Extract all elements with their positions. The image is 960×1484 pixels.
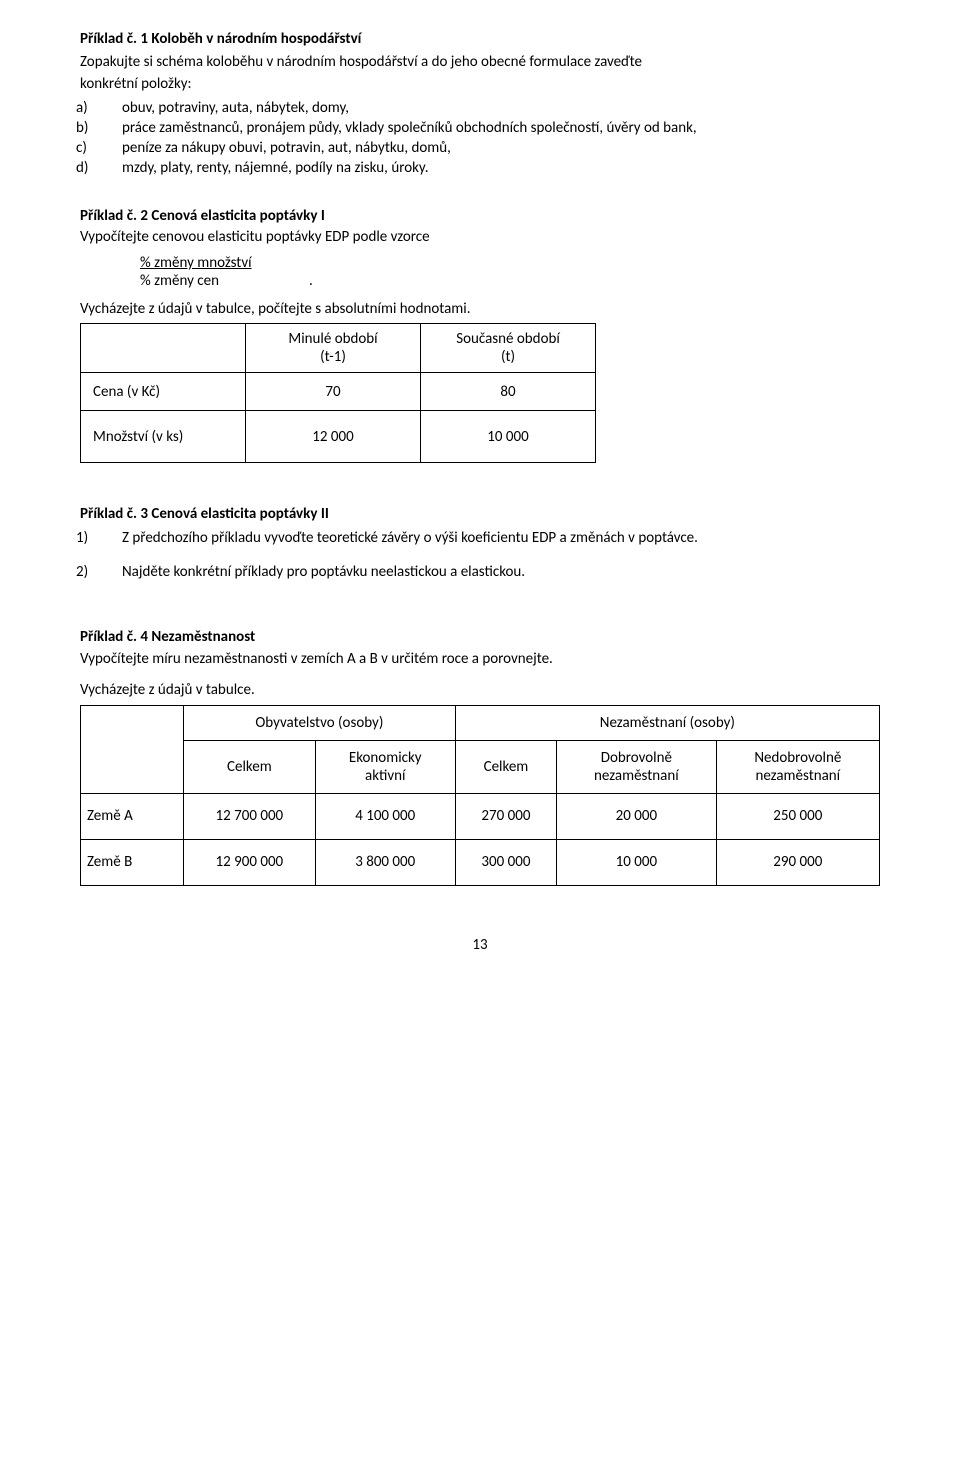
table-row: Minulé období (t-1) Současné období (t)	[81, 324, 596, 373]
ex1-list: a)obuv, potraviny, auta, nábytek, domy, …	[80, 98, 880, 179]
list-item: 2)Najděte konkrétní příklady pro poptávk…	[80, 562, 880, 582]
list-letter: a)	[100, 98, 122, 118]
table-row: Země B 12 900 000 3 800 000 300 000 10 0…	[81, 839, 880, 885]
sub-header-voluntary: Dobrovolně nezaměstnaní	[557, 740, 717, 793]
col-header-current: Současné období (t)	[421, 324, 596, 373]
group-header-unemployed: Nezaměstnaní (osoby)	[455, 705, 879, 740]
page-number: 13	[80, 936, 880, 954]
table-empty-cell	[81, 324, 246, 373]
formula-bottom-row: % změny cen.	[140, 272, 880, 290]
list-item: b)práce zaměstnanců, pronájem půdy, vkla…	[80, 118, 880, 138]
example-4: Příklad č. 4 Nezaměstnanost Vypočítejte …	[80, 628, 880, 886]
ex1-title: Příklad č. 1 Koloběh v národním hospodář…	[80, 30, 880, 50]
sub-header-line2: nezaměstnaní	[755, 767, 840, 785]
cell-value: 300 000	[455, 839, 556, 885]
sub-header-involuntary: Nedobrovolně nezaměstnaní	[716, 740, 879, 793]
sub-header-total2: Celkem	[455, 740, 556, 793]
row-label-qty: Množství (v ks)	[81, 411, 246, 463]
sub-header-line2: aktivní	[365, 767, 405, 785]
ex3-list: 1)Z předchozího příkladu vyvoďte teoreti…	[80, 528, 880, 583]
ex4-intro: Vypočítejte míru nezaměstnanosti v zemíc…	[80, 650, 880, 670]
cell-value: 10 000	[421, 411, 596, 463]
example-2: Příklad č. 2 Cenová elasticita poptávky …	[80, 207, 880, 464]
table-empty-cell	[81, 705, 184, 793]
list-text: peníze za nákupy obuvi, potravin, aut, n…	[122, 139, 451, 157]
table-row: Země A 12 700 000 4 100 000 270 000 20 0…	[81, 793, 880, 839]
sub-header-total1: Celkem	[184, 740, 316, 793]
cell-value: 20 000	[557, 793, 717, 839]
ex4-table: Obyvatelstvo (osoby) Nezaměstnaní (osoby…	[80, 705, 880, 886]
ex2-note: Vycházejte z údajů v tabulce, počítejte …	[80, 300, 880, 320]
table-row: Cena (v Kč) 70 80	[81, 373, 596, 411]
list-text: obuv, potraviny, auta, nábytek, domy,	[122, 99, 349, 117]
list-letter: c)	[100, 138, 122, 158]
col-header-line1: Minulé období	[288, 330, 377, 348]
sub-header-line2: nezaměstnaní	[594, 767, 679, 785]
cell-value: 70	[246, 373, 421, 411]
document-page: Příklad č. 1 Koloběh v národním hospodář…	[40, 0, 920, 994]
cell-value: 12 700 000	[184, 793, 316, 839]
list-item: c)peníze za nákupy obuvi, potravin, aut,…	[80, 138, 880, 158]
sub-header-line1: Ekonomicky	[349, 749, 422, 767]
list-text: práce zaměstnanců, pronájem půdy, vklady…	[122, 119, 697, 137]
formula-dot: .	[309, 272, 313, 290]
cell-value: 270 000	[455, 793, 556, 839]
cell-value: 12 900 000	[184, 839, 316, 885]
ex1-intro2: konkrétní položky:	[80, 75, 880, 95]
cell-value: 12 000	[246, 411, 421, 463]
list-letter: b)	[100, 118, 122, 138]
col-header-past: Minulé období (t-1)	[246, 324, 421, 373]
row-label-country-a: Země A	[81, 793, 184, 839]
col-header-line1: Současné období	[456, 330, 560, 348]
col-header-line2: (t)	[501, 348, 515, 366]
table-row: Celkem Ekonomicky aktivní Celkem Dobrovo…	[81, 740, 880, 793]
sub-header-active: Ekonomicky aktivní	[315, 740, 455, 793]
group-header-population: Obyvatelstvo (osoby)	[184, 705, 456, 740]
list-item: 1)Z předchozího příkladu vyvoďte teoreti…	[80, 528, 880, 548]
ex2-table: Minulé období (t-1) Současné období (t) …	[80, 323, 596, 463]
col-header-line2: (t-1)	[320, 348, 346, 366]
cell-value: 250 000	[716, 793, 879, 839]
ex3-title: Příklad č. 3 Cenová elasticita poptávky …	[80, 505, 880, 525]
table-row: Obyvatelstvo (osoby) Nezaměstnaní (osoby…	[81, 705, 880, 740]
ex1-intro1: Zopakujte si schéma koloběhu v národním …	[80, 53, 880, 73]
cell-value: 4 100 000	[315, 793, 455, 839]
list-item: a)obuv, potraviny, auta, nábytek, domy,	[80, 98, 880, 118]
row-label-price: Cena (v Kč)	[81, 373, 246, 411]
ex4-title: Příklad č. 4 Nezaměstnanost	[80, 628, 880, 648]
list-text: Z předchozího příkladu vyvoďte teoretick…	[122, 529, 698, 547]
table-row: Množství (v ks) 12 000 10 000	[81, 411, 596, 463]
sub-header-line1: Nedobrovolně	[754, 749, 841, 767]
ex2-intro: Vypočítejte cenovou elasticitu poptávky …	[80, 228, 880, 248]
cell-value: 3 800 000	[315, 839, 455, 885]
ex2-title: Příklad č. 2 Cenová elasticita poptávky …	[80, 207, 880, 227]
cell-value: 10 000	[557, 839, 717, 885]
list-text: mzdy, platy, renty, nájemné, podíly na z…	[122, 159, 429, 177]
list-item: d)mzdy, platy, renty, nájemné, podíly na…	[80, 158, 880, 178]
formula-bottom: % změny cen	[140, 272, 219, 290]
example-1: Příklad č. 1 Koloběh v národním hospodář…	[80, 30, 880, 179]
ex4-note: Vycházejte z údajů v tabulce.	[80, 681, 880, 701]
list-number: 2)	[100, 562, 122, 582]
cell-value: 290 000	[716, 839, 879, 885]
cell-value: 80	[421, 373, 596, 411]
list-text: Najděte konkrétní příklady pro poptávku …	[122, 563, 525, 581]
row-label-country-b: Země B	[81, 839, 184, 885]
list-letter: d)	[100, 158, 122, 178]
ex2-formula: % změny množství % změny cen.	[140, 254, 880, 290]
list-number: 1)	[100, 528, 122, 548]
formula-top: % změny množství	[140, 254, 880, 272]
sub-header-line1: Dobrovolně	[601, 749, 672, 767]
example-3: Příklad č. 3 Cenová elasticita poptávky …	[80, 505, 880, 582]
